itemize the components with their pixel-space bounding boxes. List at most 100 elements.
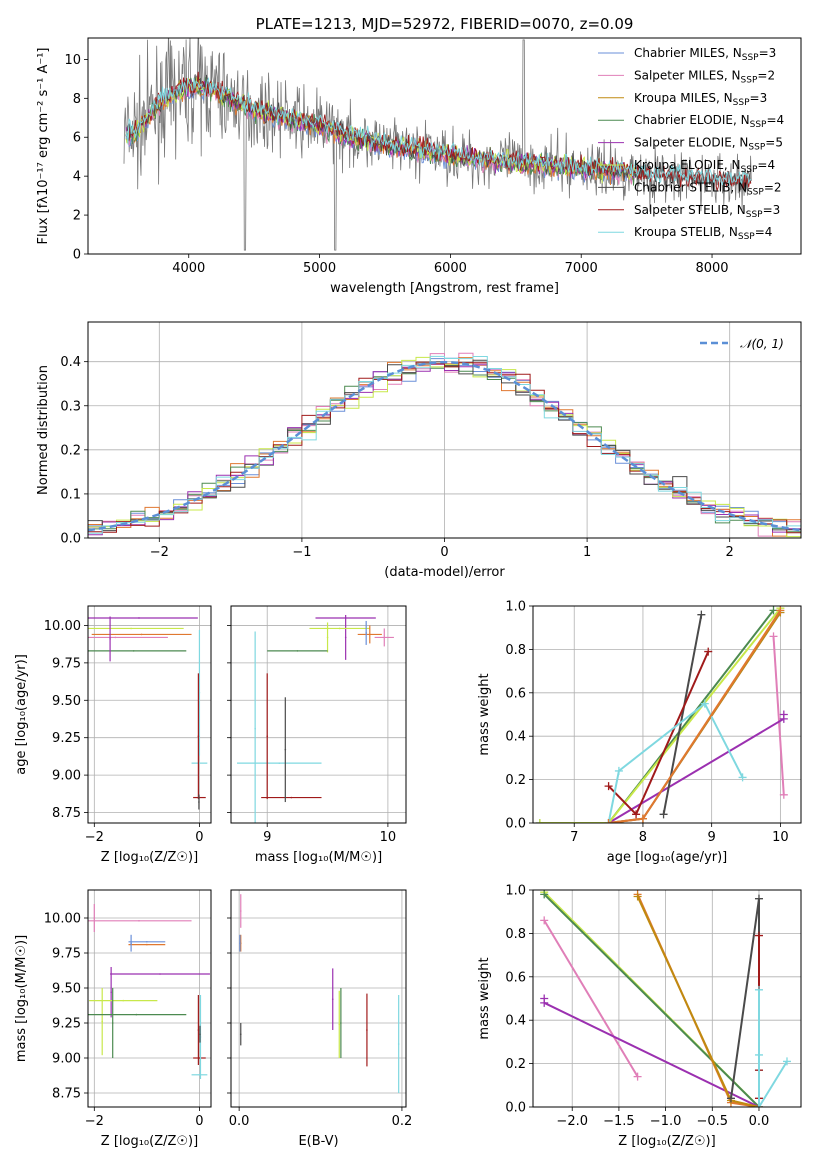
legend-subscript: SSP <box>741 165 758 175</box>
error-bar <box>331 968 334 1030</box>
grid <box>231 890 406 1107</box>
legend-value: =2 <box>764 180 782 194</box>
error-bar <box>88 627 184 630</box>
weight-marker <box>776 606 785 615</box>
legend-value: =4 <box>766 113 784 127</box>
weight-marker <box>779 790 788 799</box>
data-point <box>366 1029 368 1031</box>
weight-series <box>779 710 788 719</box>
y-axis-label: Flux [fλ10⁻¹⁷ erg cm⁻² s⁻¹ A⁻¹] <box>36 48 51 245</box>
plot-frame <box>532 605 802 824</box>
error-bar <box>340 988 342 1058</box>
error-bar <box>88 636 168 639</box>
weight-marker <box>540 916 549 925</box>
x-tick-label: 1 <box>583 545 591 560</box>
error-bar <box>109 616 111 662</box>
data-point <box>344 636 347 639</box>
error-bar <box>267 650 328 652</box>
data-point <box>110 991 112 993</box>
y-tick-label: 9.25 <box>52 731 81 746</box>
error-bar <box>110 973 210 975</box>
legend-label: Salpeter STELIB, N <box>634 203 746 217</box>
data-point <box>365 632 367 634</box>
data-point <box>197 735 200 737</box>
x-tick-label: 8 <box>639 830 647 845</box>
data-point <box>254 727 256 730</box>
data-point <box>132 650 135 652</box>
legend-label: Salpeter ELODIE, N <box>634 136 748 150</box>
age-vs-metallicity-panel: −2 0 8.75 9.00 9.25 9.50 9.75 10.00 Z [log₁₀(Z/Z… <box>14 605 212 865</box>
y-tick-label: 0.4 <box>505 730 526 745</box>
x-tick-label: −1.5 <box>603 1114 635 1129</box>
weight-marker <box>726 1094 735 1103</box>
legend-label: Chabrier ELODIE, N <box>634 113 750 127</box>
error-bars <box>88 616 208 810</box>
y-tick-label: 0.8 <box>505 643 526 658</box>
model-spectrum-line <box>125 77 636 186</box>
weight-marker <box>700 699 709 708</box>
x-axis-label: (data-model)/error <box>384 565 505 580</box>
y-tick-label: 0.0 <box>505 1101 526 1116</box>
x-axis-label: Z [log₁₀(Z/Z☉)] <box>101 1134 198 1149</box>
error-bar <box>93 904 96 932</box>
error-bar <box>191 762 208 764</box>
error-bar <box>365 620 367 645</box>
legend-entry: Kroupa ELODIE, NSSP=4 <box>634 158 775 175</box>
weight-line <box>772 636 785 795</box>
weight-marker <box>754 1050 763 1059</box>
weight-marker <box>754 1103 763 1107</box>
legend-label: Chabrier STELIB, N <box>634 180 747 194</box>
y-tick-label: 0.3 <box>60 399 81 414</box>
x-tick-label: 5000 <box>303 261 336 276</box>
data-point <box>340 1022 342 1024</box>
data-point <box>135 1013 138 1016</box>
x-axis-label: Z [log₁₀(Z/Z☉)] <box>101 850 198 865</box>
error-bars <box>237 614 394 823</box>
data-point <box>199 1033 201 1035</box>
legend-value: =4 <box>755 225 773 239</box>
legend-subscript: SSP <box>748 143 765 153</box>
error-bar <box>239 934 241 952</box>
x-tick-label: −2 <box>150 545 169 560</box>
y-tick-label: 1.0 <box>505 884 526 899</box>
data-point <box>198 1057 201 1059</box>
y-axis-label: mass weight <box>477 957 492 1039</box>
weight-marker <box>633 892 642 901</box>
weight-marker <box>540 994 549 1003</box>
data-point <box>198 801 200 803</box>
y-tick-label: 9.00 <box>52 1052 81 1067</box>
spectrum-panel: 4000 5000 6000 7000 8000 0 2 4 6 8 10 wavelength [A… <box>36 15 802 296</box>
legend-subscript: SSP <box>738 232 755 242</box>
legend-value: =3 <box>759 46 777 60</box>
legend-entry: Salpeter ELODIE, NSSP=5 <box>634 136 783 153</box>
y-tick-label: 2 <box>73 209 81 224</box>
x-tick-label: −0.5 <box>697 1114 729 1129</box>
data-point <box>114 636 117 639</box>
weight-marker <box>704 647 713 656</box>
error-bar <box>89 999 158 1002</box>
data-point <box>284 748 287 751</box>
weight-marker <box>604 819 613 823</box>
weight-marker <box>633 1072 642 1081</box>
y-tick-label: 0.4 <box>60 355 81 370</box>
residuals-panel: −2 −1 0 1 2 0.0 0.1 0.2 0.3 0.4 (data-model)/error… <box>36 321 802 580</box>
x-tick-label: 0.2 <box>392 1114 413 1129</box>
error-bar <box>88 1013 187 1016</box>
error-bar <box>357 625 382 644</box>
y-tick-label: 0.2 <box>60 443 81 458</box>
error-bar <box>191 1074 208 1076</box>
y-axis-label: mass weight <box>477 673 492 755</box>
weight-line <box>543 1001 760 1107</box>
data-point <box>296 650 299 652</box>
legend-label: Chabrier MILES, N <box>634 46 742 60</box>
legend-entry: 𝒩(0, 1) <box>740 337 784 351</box>
legend-label: Kroupa ELODIE, N <box>634 158 741 172</box>
data-point <box>198 1074 201 1076</box>
error-bar <box>326 622 329 653</box>
error-bar <box>261 796 322 799</box>
error-bar <box>344 614 347 660</box>
y-tick-label: 0.4 <box>505 1014 526 1029</box>
plot-frame <box>230 889 407 1108</box>
error-bar <box>239 1023 242 1046</box>
